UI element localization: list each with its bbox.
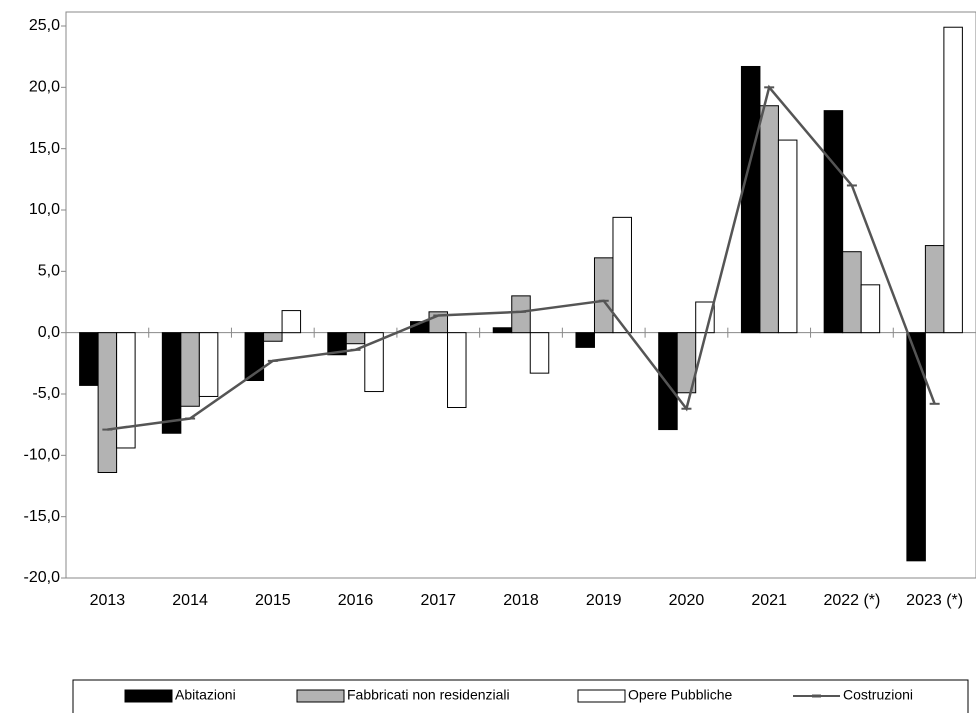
x-tick-label: 2023 (*) xyxy=(906,592,963,609)
y-tick-label: -10,0 xyxy=(24,447,61,464)
x-tick-label: 2016 xyxy=(338,592,374,609)
bar xyxy=(943,26,963,334)
legend-label: Fabbricati non residenziali xyxy=(347,687,510,703)
bar xyxy=(612,216,632,334)
bar xyxy=(97,332,118,474)
legend-box xyxy=(72,679,969,718)
x-tick-label: 2017 xyxy=(420,592,456,609)
bar xyxy=(198,332,219,397)
x-tick-label: 2022 (*) xyxy=(823,592,880,609)
plot-frame xyxy=(65,11,976,579)
line xyxy=(107,84,936,431)
bar xyxy=(860,284,881,334)
bar xyxy=(740,65,761,334)
bar xyxy=(364,332,384,393)
bar xyxy=(511,295,531,334)
bar xyxy=(116,332,136,449)
bar xyxy=(263,332,283,342)
bar xyxy=(823,110,844,334)
y-tick-label: 25,0 xyxy=(29,17,60,34)
y-tick-label: -15,0 xyxy=(24,508,61,525)
y-tick-label: 5,0 xyxy=(38,263,60,280)
bar xyxy=(492,327,513,334)
x-tick-label: 2014 xyxy=(172,592,208,609)
bar xyxy=(759,105,779,334)
bar xyxy=(842,251,862,334)
bar xyxy=(695,301,715,334)
bar xyxy=(593,257,614,334)
bar xyxy=(447,332,467,408)
bar xyxy=(79,332,99,386)
legend-swatch xyxy=(296,689,345,703)
bar xyxy=(345,332,366,345)
bar xyxy=(676,332,697,394)
bar xyxy=(161,332,182,434)
y-tick-label: -20,0 xyxy=(24,569,61,586)
y-tick-label: 0,0 xyxy=(38,324,60,341)
bar xyxy=(777,139,798,334)
legend-swatch xyxy=(577,689,626,703)
x-tick-label: 2015 xyxy=(255,592,291,609)
x-tick-label: 2013 xyxy=(90,592,126,609)
y-tick-label: 10,0 xyxy=(29,201,60,218)
x-tick-label: 2019 xyxy=(586,592,622,609)
bar xyxy=(244,332,265,382)
legend-label: Abitazioni xyxy=(175,687,236,703)
y-tick-label: 15,0 xyxy=(29,140,60,157)
bar xyxy=(180,332,200,407)
legend-swatch xyxy=(124,689,173,703)
bar xyxy=(658,332,678,431)
y-tick-label: -5,0 xyxy=(32,385,60,402)
bar xyxy=(529,332,550,374)
y-tick-label: 20,0 xyxy=(29,79,60,96)
bar xyxy=(575,332,595,348)
bar xyxy=(281,310,302,334)
bar xyxy=(906,332,926,562)
legend-label: Opere Pubbliche xyxy=(628,687,733,703)
bar xyxy=(924,245,945,334)
x-tick-label: 2018 xyxy=(503,592,539,609)
x-tick-label: 2020 xyxy=(669,592,705,609)
x-tick-label: 2021 xyxy=(751,592,787,609)
legend-label: Costruzioni xyxy=(843,687,913,703)
